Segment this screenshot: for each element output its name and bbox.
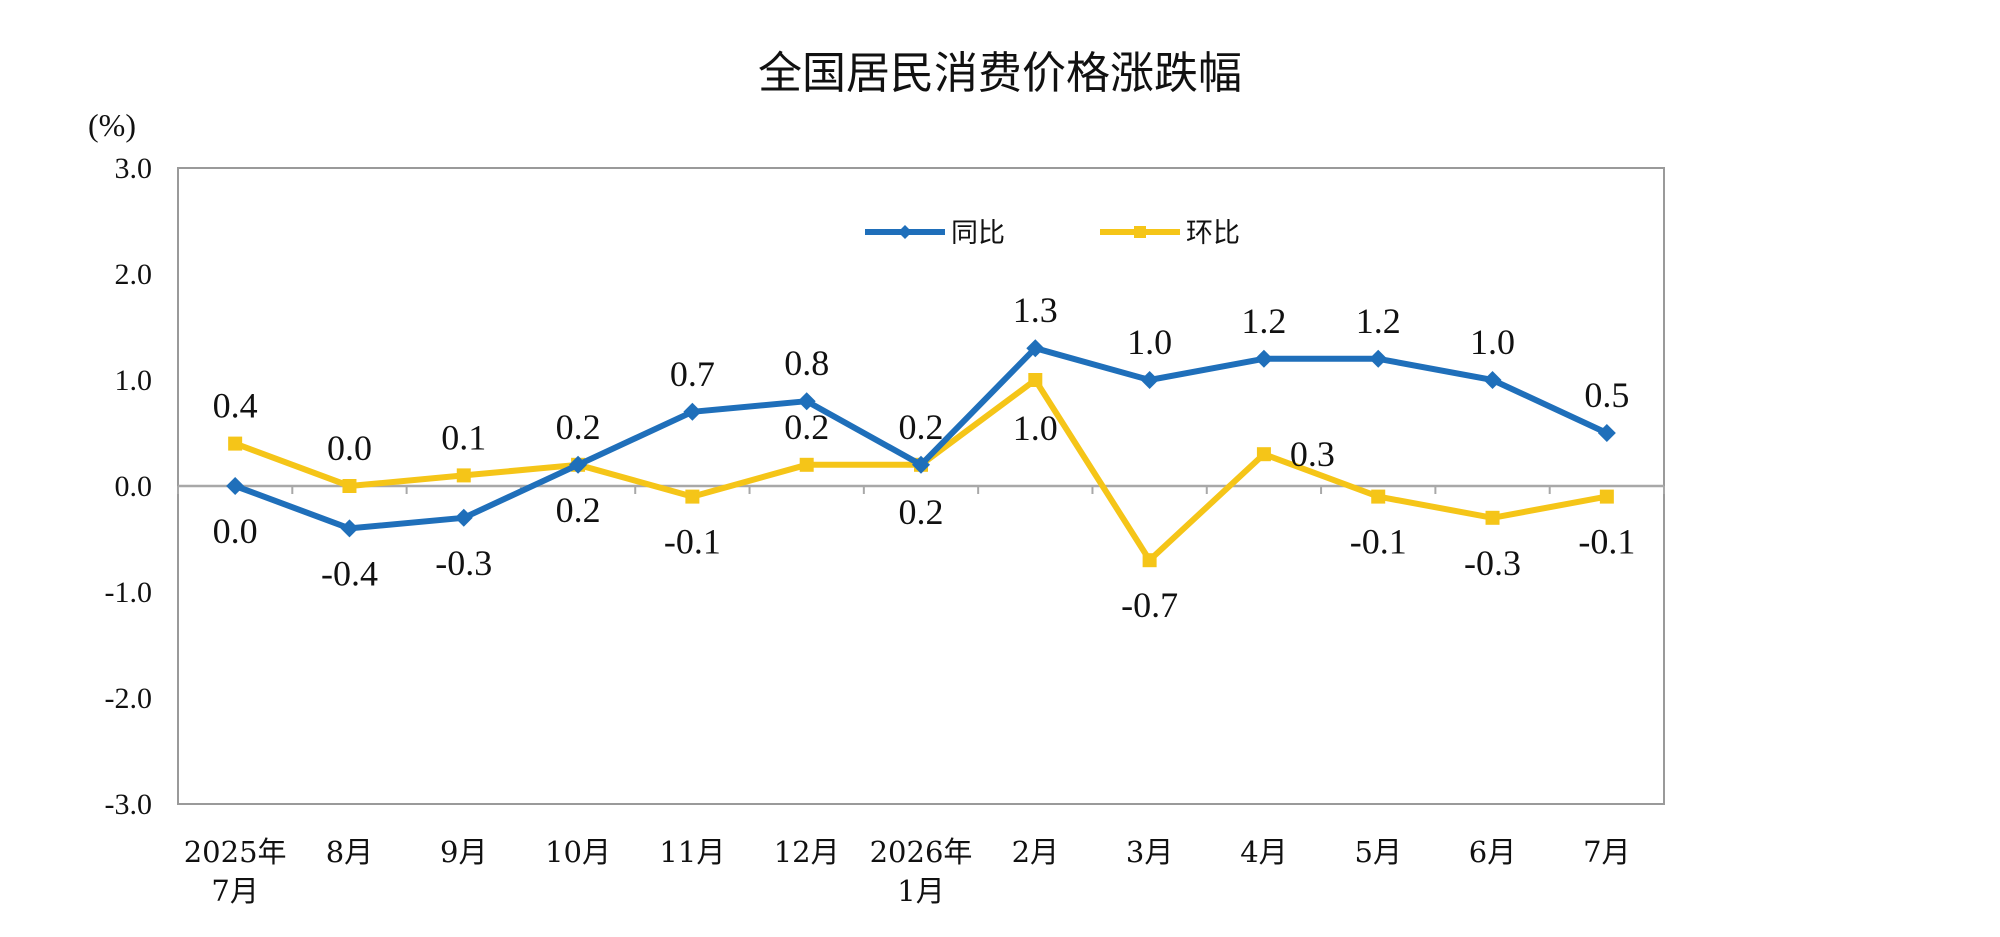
legend-marker <box>1134 226 1146 238</box>
x-tick-label: 10月 <box>545 835 611 869</box>
legend-marker <box>898 225 912 239</box>
data-label-yoy: 1.0 <box>1127 322 1172 362</box>
y-tick-label: 3.0 <box>115 152 153 185</box>
data-point-mom <box>456 468 471 483</box>
data-point-yoy <box>1140 371 1159 389</box>
y-tick-label: -3.0 <box>105 788 153 821</box>
x-tick-label-line: 11月 <box>659 835 725 869</box>
data-point-mom <box>1142 553 1157 568</box>
y-axis: 3.0 2.0 1.0 0.0 -1.0 -2.0 -3.0 <box>105 152 153 821</box>
data-point-mom <box>1485 510 1500 525</box>
data-label-mom: -0.7 <box>1121 585 1178 625</box>
data-label-yoy: 0.7 <box>670 354 715 394</box>
x-tick-label-line: 7月 <box>1583 835 1630 869</box>
x-tick-label-line: 12月 <box>774 835 840 869</box>
y-tick-label: 0.0 <box>115 470 153 503</box>
x-tick-label-line: 4月 <box>1240 835 1287 869</box>
data-label-yoy: 0.8 <box>784 343 829 383</box>
data-point-mom <box>228 436 243 451</box>
x-tick-label: 2026年 1月 <box>870 835 973 908</box>
x-tick-label: 4月 <box>1240 835 1287 869</box>
data-point-mom <box>685 489 700 504</box>
x-tick-label-line: 3月 <box>1126 835 1173 869</box>
data-point-yoy <box>340 519 359 538</box>
data-point-yoy <box>226 477 245 495</box>
data-label-yoy: 0.0 <box>213 511 258 551</box>
data-label-mom: -0.1 <box>664 522 721 562</box>
data-label-mom: 0.3 <box>1290 434 1335 474</box>
legend-label: 环比 <box>1186 218 1240 249</box>
data-label-yoy: -0.3 <box>435 543 492 583</box>
y-axis-unit: (%) <box>88 107 136 143</box>
x-tick-label-line: 2025年 <box>184 835 287 869</box>
data-label-mom: -0.3 <box>1464 543 1521 583</box>
data-label-yoy: 0.2 <box>556 490 601 530</box>
x-tick-label: 6月 <box>1469 835 1516 869</box>
data-label-yoy: 1.3 <box>1013 290 1058 330</box>
chart-title: 全国居民消费价格涨跌幅 <box>758 48 1242 99</box>
data-point-yoy <box>1483 371 1502 389</box>
x-tick-label: 9月 <box>440 835 487 869</box>
data-point-yoy <box>454 508 473 527</box>
x-tick-label-line: 1月 <box>897 874 944 908</box>
y-tick-label: 1.0 <box>115 364 153 397</box>
data-label-yoy: 0.5 <box>1584 375 1629 415</box>
legend-label: 同比 <box>951 218 1005 249</box>
data-label-mom: -0.1 <box>1578 522 1635 562</box>
data-point-yoy <box>1597 424 1616 442</box>
data-label-mom: 0.2 <box>784 407 829 447</box>
x-axis: 2025年 7月 8月 9月 10月 11月 12月 2026年 1月 2月 3月 4月 5月 6月 7月 <box>177 484 1665 908</box>
x-tick-label: 5月 <box>1355 835 1402 869</box>
x-tick-label-line: 8月 <box>326 835 373 869</box>
data-label-mom: 0.4 <box>213 386 258 426</box>
data-point-mom <box>799 457 814 472</box>
x-tick-label: 11月 <box>659 835 725 869</box>
data-label-mom: 1.0 <box>1013 408 1058 448</box>
x-tick-label: 2025年 7月 <box>184 835 287 908</box>
data-label-mom: 0.2 <box>899 492 944 532</box>
y-tick-label: -2.0 <box>105 682 153 715</box>
data-label-yoy: 1.2 <box>1356 301 1401 341</box>
data-label-yoy: 1.2 <box>1241 301 1286 341</box>
data-point-yoy <box>797 392 816 411</box>
data-label-mom: 0.2 <box>556 407 601 447</box>
x-tick-label-line: 5月 <box>1355 835 1402 869</box>
x-tick-label: 8月 <box>326 835 373 869</box>
data-label-yoy: -0.4 <box>321 553 378 593</box>
x-tick-label: 2月 <box>1012 835 1059 869</box>
x-tick-label: 7月 <box>1583 835 1630 869</box>
x-tick-label-line: 2月 <box>1012 835 1059 869</box>
data-label-mom: 0.0 <box>327 428 372 468</box>
legend: 同比 环比 <box>865 218 1240 249</box>
data-point-mom <box>1371 489 1386 504</box>
x-tick-label: 12月 <box>774 835 840 869</box>
data-point-mom <box>1028 373 1043 387</box>
data-label-yoy: 1.0 <box>1470 322 1515 362</box>
series-layer <box>226 339 1616 568</box>
data-point-yoy <box>1026 339 1045 358</box>
data-labels: 0.0 -0.4 -0.3 0.2 0.7 0.8 0.2 1.3 1.0 1.2 1.2 1.0 0.… <box>213 290 1636 625</box>
data-point-yoy <box>1369 349 1388 368</box>
data-label-mom: -0.1 <box>1350 522 1407 562</box>
x-tick-label-line: 6月 <box>1469 835 1516 869</box>
data-label-yoy: 0.2 <box>899 407 944 447</box>
data-point-yoy <box>1254 349 1273 368</box>
y-tick-label: 2.0 <box>115 258 153 291</box>
data-point-mom <box>1256 447 1271 462</box>
data-label-mom: 0.1 <box>441 417 486 457</box>
x-tick-label-line: 2026年 <box>870 835 973 869</box>
data-point-mom <box>342 479 357 493</box>
x-tick-label-line: 7月 <box>211 874 258 908</box>
x-tick-label-line: 10月 <box>545 835 611 869</box>
x-tick-label-line: 9月 <box>440 835 487 869</box>
y-tick-label: -1.0 <box>105 576 153 609</box>
data-point-yoy <box>912 455 930 474</box>
x-tick-label: 3月 <box>1126 835 1173 869</box>
data-point-mom <box>1599 489 1614 504</box>
data-point-yoy <box>569 455 588 474</box>
data-point-yoy <box>683 402 702 421</box>
